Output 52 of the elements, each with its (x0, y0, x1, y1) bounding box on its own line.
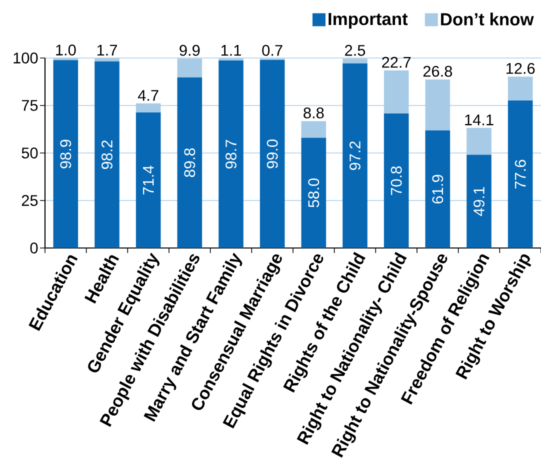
bar (342, 63, 368, 248)
data-label: 9.9 (180, 44, 200, 56)
data-label: 98.2 (102, 140, 112, 170)
bar (508, 76, 533, 101)
bar (218, 60, 244, 248)
bar (466, 154, 492, 248)
data-label: 8.8 (304, 107, 324, 118)
bar (53, 60, 78, 248)
bar (177, 58, 202, 78)
bar (342, 58, 368, 64)
bar (425, 79, 450, 130)
bar (177, 77, 202, 248)
bar (384, 113, 409, 248)
data-label: 99.0 (266, 140, 278, 168)
data-label: 98.7 (226, 140, 236, 169)
data-label: 1.7 (97, 44, 117, 56)
data-label: 71.4 (143, 166, 154, 194)
bar (425, 130, 450, 248)
data-label: 89.8 (184, 148, 196, 178)
data-label: 2.5 (345, 44, 366, 56)
y-tick-label: 25 (22, 195, 38, 206)
data-label: 4.7 (138, 90, 158, 101)
data-label: 0.7 (262, 44, 282, 56)
y-tick-label: 0 (30, 242, 38, 254)
data-label: 22.7 (382, 56, 411, 68)
data-label: 26.8 (423, 66, 452, 77)
data-label: 12.6 (506, 62, 535, 74)
data-label: 1.1 (221, 45, 241, 56)
bar (301, 121, 326, 138)
legend-label: Don’t know (441, 12, 534, 26)
bar (260, 60, 285, 248)
y-tick-label: 100 (14, 52, 38, 64)
data-label: 1.0 (56, 44, 76, 56)
data-label: 61.9 (432, 174, 444, 204)
bar (94, 58, 120, 62)
data-label: 49.1 (474, 187, 484, 216)
y-tick-label: 75 (22, 100, 38, 111)
data-label: 70.8 (390, 166, 402, 195)
legend-label: Important (328, 12, 408, 29)
bar (136, 112, 161, 248)
bar (384, 70, 409, 114)
bar (136, 103, 161, 112)
data-label: 58.0 (308, 178, 320, 208)
bar (301, 138, 326, 248)
bar (94, 61, 120, 248)
data-label: 77.6 (514, 160, 526, 189)
data-label: 14.1 (465, 114, 494, 126)
data-label: 97.2 (350, 141, 360, 170)
bar (508, 100, 533, 248)
bar (466, 128, 492, 155)
data-label: 98.9 (60, 140, 72, 168)
y-tick-label: 50 (22, 148, 38, 158)
